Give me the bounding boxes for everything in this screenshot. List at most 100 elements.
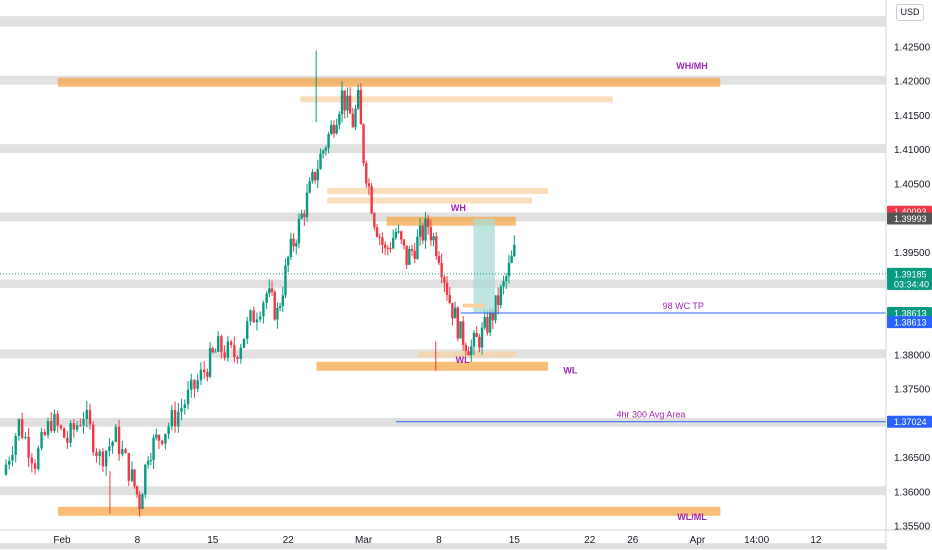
candle-body-down [56, 414, 59, 426]
candle-body-down [461, 321, 465, 345]
candle-body-up [316, 169, 319, 181]
candle-body-up [144, 464, 147, 495]
time-tick: Mar [355, 535, 373, 546]
candle-body-down [303, 213, 306, 218]
candle-body-down [413, 250, 416, 259]
candle-body-up [391, 237, 395, 249]
candle-body-up [502, 281, 505, 287]
candle-body-up [208, 348, 212, 377]
candle-body-up [249, 310, 252, 322]
candle-body-up [510, 255, 513, 263]
orange-zone [418, 351, 516, 358]
candle-body-down [375, 227, 379, 237]
candle-body-down [491, 311, 494, 321]
candle-body-down [173, 410, 177, 427]
candle-body-down [233, 344, 236, 358]
candle-body-up [324, 147, 328, 151]
candle-body-up [155, 434, 158, 438]
price-tick: 1.37500 [894, 385, 931, 396]
candle-body-up [24, 436, 27, 438]
candle-body-up [278, 306, 282, 309]
candle-body-up [4, 464, 8, 475]
orange-zone [327, 197, 532, 204]
candle-body-up [507, 262, 511, 277]
candle-body-up [321, 150, 325, 154]
candle-body-up [480, 327, 484, 348]
time-tick: 26 [627, 535, 639, 546]
orange-zone [386, 216, 516, 226]
currency-selector[interactable]: USD [896, 4, 924, 21]
candle-body-up [459, 321, 462, 339]
candle-body-up [146, 460, 150, 465]
candle-body-up [242, 338, 246, 348]
price-tick: 1.41000 [894, 145, 931, 156]
price-label-text: 1.37024 [894, 417, 927, 427]
entry-marker [462, 303, 486, 308]
time-tick: 8 [436, 535, 442, 546]
candle-body-up [335, 124, 338, 134]
price-tick: 1.42000 [894, 77, 931, 88]
overlays-layer: 98 WC TP 4hr 300 Avg Area WH/MH WH WL WL WL/ML [0, 61, 886, 522]
time-tick: 14:00 [744, 535, 769, 546]
price-tick: 1.36000 [894, 487, 931, 498]
candle-body-up [177, 411, 180, 427]
candle-body-down [202, 369, 206, 373]
candle-body-up [167, 426, 170, 434]
candle-body-down [386, 247, 389, 249]
candle-body-down [448, 294, 451, 303]
candle-body-up [11, 454, 14, 461]
candle-body-down [160, 440, 164, 444]
candle-body-up [255, 319, 259, 323]
candle-body-up [246, 321, 249, 339]
candle-body-up [327, 134, 330, 148]
candle-body-down [223, 352, 226, 358]
candle-body-up [453, 307, 457, 319]
ray-label: 98 WC TP [663, 301, 704, 311]
candle-body-down [359, 90, 363, 125]
price-label-badge [887, 267, 932, 290]
price-tick: 1.41500 [894, 111, 931, 122]
candle-body-up [121, 449, 124, 455]
candle-body-up [338, 114, 341, 125]
candle-body-up [494, 295, 497, 321]
position-box [473, 218, 495, 313]
gray-zone [0, 417, 886, 427]
candle-body-up [356, 90, 360, 109]
time-tick: 15 [207, 535, 219, 546]
candle-body-down [373, 213, 376, 228]
candle-body-up [149, 460, 153, 462]
gray-zone [0, 144, 886, 154]
time-tick: Apr [690, 535, 706, 546]
price-tick: 1.39500 [894, 248, 931, 259]
candle-body-down [273, 292, 276, 320]
candle-body-up [37, 448, 40, 470]
ray-label: 4hr 300 Avg Area [616, 410, 685, 420]
candle-body-down [464, 344, 468, 352]
time-tick: 12 [810, 535, 822, 546]
candle-body-up [394, 231, 398, 238]
zone-annotation: WH [451, 203, 466, 213]
zone-annotation: WH/MH [676, 61, 708, 71]
candle-body-up [305, 192, 309, 218]
candle-body-down [351, 113, 354, 128]
candle-body-up [141, 494, 144, 510]
candle-body-up [284, 265, 287, 296]
candle-body-up [190, 379, 193, 390]
candle-body-down [440, 262, 443, 278]
candle-body-down [236, 357, 239, 359]
price-tick: 1.42500 [894, 43, 931, 54]
price-axis[interactable]: 1.42500 1.42000 1.41500 1.41000 1.40500 1.400… [885, 0, 932, 550]
candle-body-up [164, 433, 167, 444]
time-axis[interactable]: Feb 8 15 22 Mar 8 15 22 26 Apr 14:00 12 [0, 529, 932, 546]
candle-body-down [443, 277, 446, 283]
candle-body-up [470, 346, 473, 356]
candle-body-up [104, 450, 108, 467]
candle-body-up [98, 451, 101, 457]
price-tick: 1.40500 [894, 179, 931, 190]
price-label-text: 1.38613 [894, 318, 927, 328]
candle-body-down [229, 341, 233, 345]
candle-body-down [135, 486, 139, 495]
candle-body-down [27, 436, 30, 458]
candle-body-up [418, 225, 422, 237]
